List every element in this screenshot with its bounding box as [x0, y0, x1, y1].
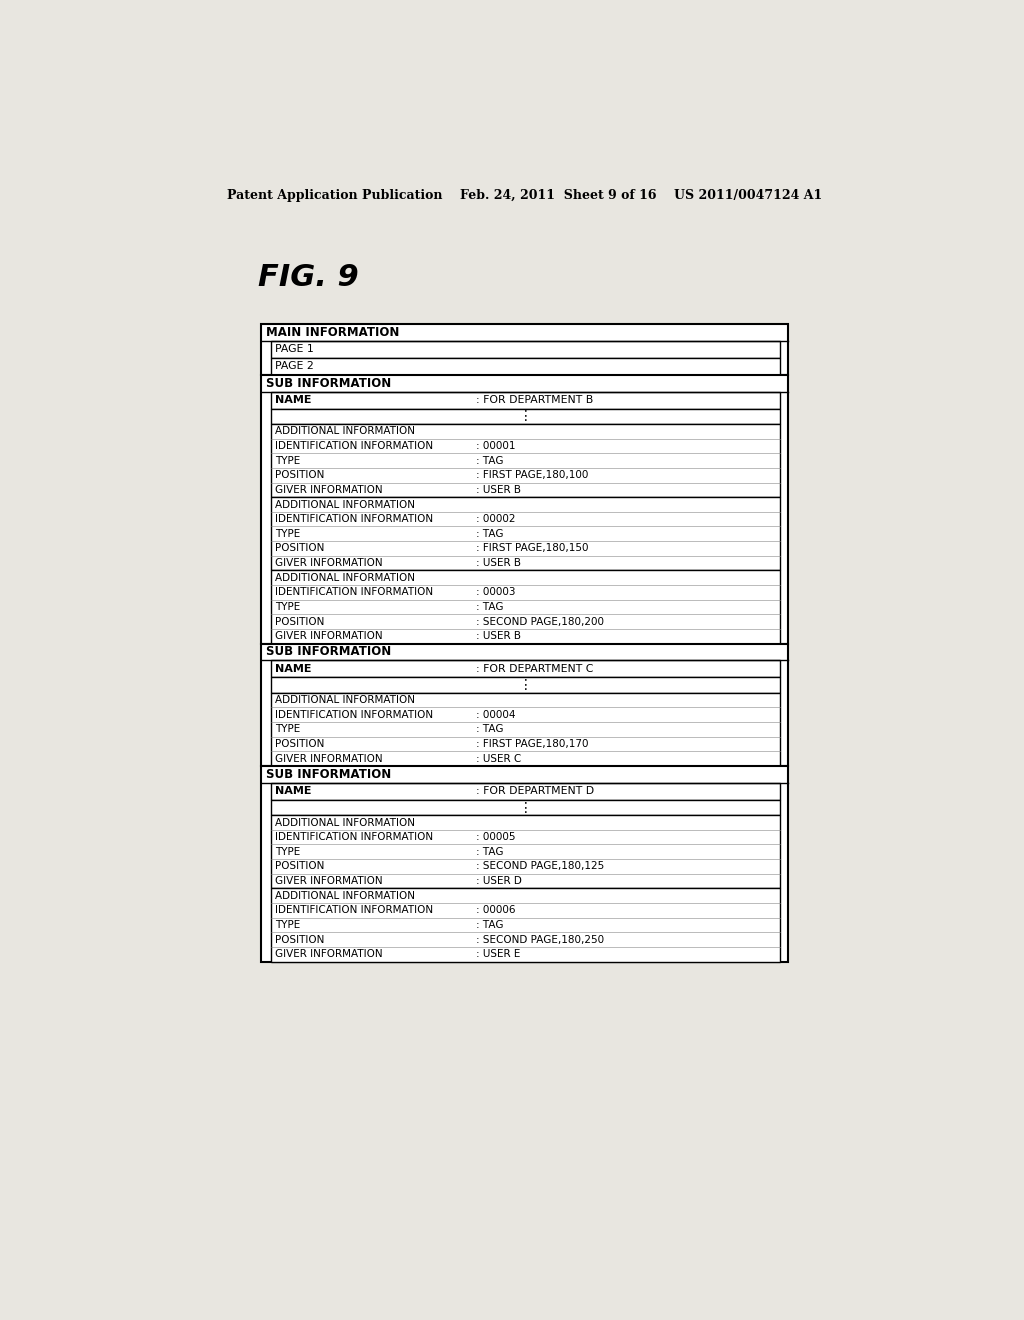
Text: MAIN INFORMATION: MAIN INFORMATION — [266, 326, 399, 339]
Bar — [261, 644, 788, 766]
Text: TYPE: TYPE — [275, 455, 301, 466]
Text: : USER B: : USER B — [476, 631, 521, 642]
Bar — [261, 375, 788, 644]
Bar — [261, 766, 788, 961]
Text: POSITION: POSITION — [275, 616, 325, 627]
Text: TYPE: TYPE — [275, 920, 301, 929]
Text: ADDITIONAL INFORMATION: ADDITIONAL INFORMATION — [275, 817, 416, 828]
Text: GIVER INFORMATION: GIVER INFORMATION — [275, 631, 383, 642]
Text: NAME: NAME — [275, 664, 312, 675]
Bar — [270, 392, 780, 409]
Text: : TAG: : TAG — [476, 725, 504, 734]
Text: GIVER INFORMATION: GIVER INFORMATION — [275, 484, 383, 495]
Text: : FIRST PAGE,180,100: : FIRST PAGE,180,100 — [476, 470, 589, 480]
Text: IDENTIFICATION INFORMATION: IDENTIFICATION INFORMATION — [275, 710, 433, 719]
Text: FIG. 9: FIG. 9 — [258, 263, 359, 292]
Bar — [270, 358, 780, 375]
Text: : 00004: : 00004 — [476, 710, 516, 719]
Text: GIVER INFORMATION: GIVER INFORMATION — [275, 876, 383, 886]
Text: : SECOND PAGE,180,250: : SECOND PAGE,180,250 — [476, 935, 604, 945]
Text: : TAG: : TAG — [476, 602, 504, 612]
Text: GIVER INFORMATION: GIVER INFORMATION — [275, 558, 383, 568]
Text: : TAG: : TAG — [476, 847, 504, 857]
Text: ⋮: ⋮ — [519, 800, 532, 814]
Text: POSITION: POSITION — [275, 739, 325, 748]
Text: : FIRST PAGE,180,170: : FIRST PAGE,180,170 — [476, 739, 589, 748]
Bar — [270, 570, 780, 644]
Bar — [261, 323, 788, 375]
Text: IDENTIFICATION INFORMATION: IDENTIFICATION INFORMATION — [275, 587, 433, 597]
Text: TYPE: TYPE — [275, 725, 301, 734]
Text: SUB INFORMATION: SUB INFORMATION — [266, 768, 391, 781]
Bar — [270, 783, 780, 800]
Text: TYPE: TYPE — [275, 602, 301, 612]
Text: NAME: NAME — [275, 787, 312, 796]
Bar — [270, 888, 780, 961]
Bar — [270, 341, 780, 358]
Bar — [270, 677, 780, 693]
Text: TYPE: TYPE — [275, 847, 301, 857]
Text: IDENTIFICATION INFORMATION: IDENTIFICATION INFORMATION — [275, 515, 433, 524]
Text: Patent Application Publication    Feb. 24, 2011  Sheet 9 of 16    US 2011/004712: Patent Application Publication Feb. 24, … — [227, 189, 822, 202]
Text: GIVER INFORMATION: GIVER INFORMATION — [275, 949, 383, 960]
Bar — [270, 693, 780, 766]
Text: : FIRST PAGE,180,150: : FIRST PAGE,180,150 — [476, 544, 589, 553]
Text: IDENTIFICATION INFORMATION: IDENTIFICATION INFORMATION — [275, 906, 433, 915]
Text: : USER D: : USER D — [476, 876, 522, 886]
Text: ⋮: ⋮ — [519, 678, 532, 692]
Text: POSITION: POSITION — [275, 935, 325, 945]
Text: IDENTIFICATION INFORMATION: IDENTIFICATION INFORMATION — [275, 832, 433, 842]
Bar — [270, 660, 780, 677]
Text: ADDITIONAL INFORMATION: ADDITIONAL INFORMATION — [275, 573, 416, 582]
Text: ⋮: ⋮ — [519, 409, 532, 424]
Bar — [270, 800, 780, 816]
Text: POSITION: POSITION — [275, 544, 325, 553]
Text: TYPE: TYPE — [275, 529, 301, 539]
Bar — [270, 409, 780, 424]
Text: : TAG: : TAG — [476, 920, 504, 929]
Text: IDENTIFICATION INFORMATION: IDENTIFICATION INFORMATION — [275, 441, 433, 451]
Text: : 00006: : 00006 — [476, 906, 516, 915]
Text: ADDITIONAL INFORMATION: ADDITIONAL INFORMATION — [275, 696, 416, 705]
Text: : FOR DEPARTMENT B: : FOR DEPARTMENT B — [476, 395, 594, 405]
Text: : USER E: : USER E — [476, 949, 520, 960]
Text: : 00005: : 00005 — [476, 832, 516, 842]
Text: ADDITIONAL INFORMATION: ADDITIONAL INFORMATION — [275, 499, 416, 510]
Text: : USER C: : USER C — [476, 754, 521, 763]
Text: PAGE 1: PAGE 1 — [275, 345, 314, 354]
Text: PAGE 2: PAGE 2 — [275, 362, 314, 371]
Bar — [270, 424, 780, 498]
Text: : SECOND PAGE,180,125: : SECOND PAGE,180,125 — [476, 862, 604, 871]
Text: : 00003: : 00003 — [476, 587, 516, 597]
Text: SUB INFORMATION: SUB INFORMATION — [266, 645, 391, 659]
Text: : SECOND PAGE,180,200: : SECOND PAGE,180,200 — [476, 616, 604, 627]
Text: ADDITIONAL INFORMATION: ADDITIONAL INFORMATION — [275, 426, 416, 437]
Text: : FOR DEPARTMENT C: : FOR DEPARTMENT C — [476, 664, 594, 675]
Text: ADDITIONAL INFORMATION: ADDITIONAL INFORMATION — [275, 891, 416, 900]
Text: POSITION: POSITION — [275, 470, 325, 480]
Text: : 00002: : 00002 — [476, 515, 516, 524]
Text: : 00001: : 00001 — [476, 441, 516, 451]
Bar — [270, 498, 780, 570]
Text: : TAG: : TAG — [476, 529, 504, 539]
Text: SUB INFORMATION: SUB INFORMATION — [266, 376, 391, 389]
Text: : USER B: : USER B — [476, 484, 521, 495]
Bar — [270, 816, 780, 888]
Text: POSITION: POSITION — [275, 862, 325, 871]
Text: : FOR DEPARTMENT D: : FOR DEPARTMENT D — [476, 787, 595, 796]
Text: GIVER INFORMATION: GIVER INFORMATION — [275, 754, 383, 763]
Text: : TAG: : TAG — [476, 455, 504, 466]
Text: NAME: NAME — [275, 395, 312, 405]
Text: : USER B: : USER B — [476, 558, 521, 568]
